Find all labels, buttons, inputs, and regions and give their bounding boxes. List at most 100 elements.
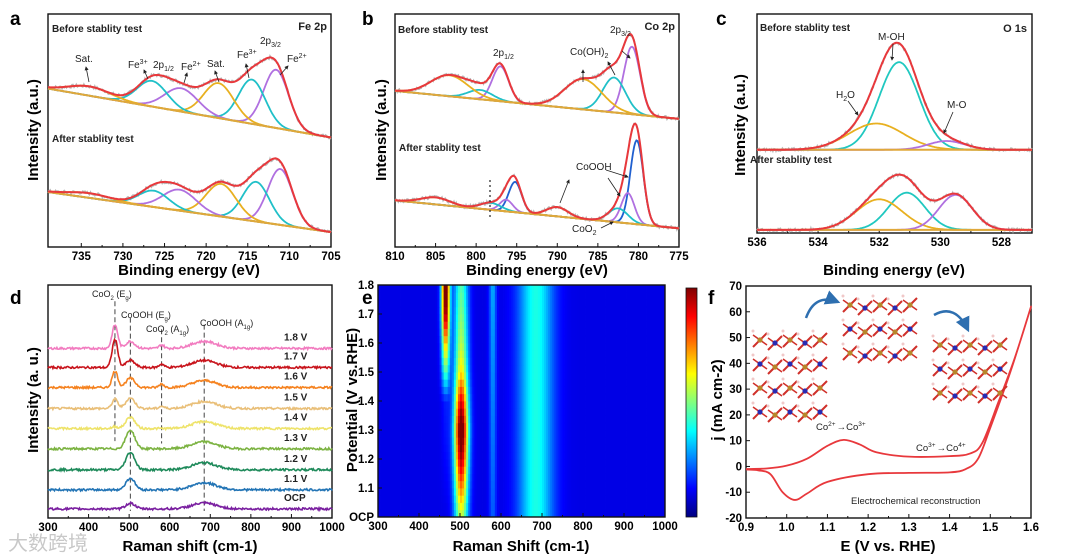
heatmap-cell xyxy=(552,466,555,474)
heatmap-cell xyxy=(494,408,498,416)
peak-label-fe3: Fe3+ xyxy=(237,49,257,61)
heatmap-cell xyxy=(392,459,395,467)
heatmap-cell xyxy=(419,480,422,489)
heatmap-cell xyxy=(558,451,561,460)
heatmap-cell xyxy=(644,466,647,474)
heatmap-cell xyxy=(554,430,557,438)
heatmap-cell xyxy=(621,444,625,453)
heatmap-cell xyxy=(388,292,391,300)
heatmap-cell xyxy=(585,466,588,474)
heatmap-cell xyxy=(414,393,418,402)
heatmap-cell xyxy=(398,364,401,373)
heatmap-cell xyxy=(443,466,447,474)
heatmap-cell xyxy=(433,364,436,373)
heatmap-cell xyxy=(558,401,561,409)
heatmap-cell xyxy=(476,459,479,467)
heatmap-cell xyxy=(624,372,627,380)
heatmap-cell xyxy=(603,285,606,293)
heatmap-cell xyxy=(457,372,461,380)
heatmap-cell xyxy=(624,451,627,460)
heatmap-cell xyxy=(517,495,520,503)
heatmap-cell xyxy=(451,415,455,424)
heatmap-cell xyxy=(646,495,649,503)
heatmap-cell xyxy=(583,401,586,409)
atom xyxy=(961,334,965,338)
heatmap-cell xyxy=(404,408,408,416)
heatmap-cell xyxy=(425,502,428,511)
heatmap-cell xyxy=(482,379,485,387)
heatmap-cell xyxy=(570,502,574,511)
heatmap-cell xyxy=(400,343,403,351)
heatmap-cell xyxy=(517,343,520,351)
heatmap-cell xyxy=(626,321,629,329)
heatmap-cell xyxy=(511,299,514,308)
heatmap-cell xyxy=(564,422,567,431)
heatmap-cell xyxy=(398,408,401,416)
heatmap-cell xyxy=(527,357,531,366)
heatmap-cell xyxy=(515,451,518,460)
heatmap-cell xyxy=(630,335,633,344)
heatmap-cell xyxy=(652,386,656,395)
heatmap-cell xyxy=(617,364,621,373)
heatmap-cell xyxy=(431,314,434,322)
heatmap-cell xyxy=(390,393,393,402)
heatmap-cell xyxy=(449,343,453,351)
heatmap-cell xyxy=(548,343,551,351)
heatmap-cell xyxy=(380,430,383,438)
heatmap-cell xyxy=(531,386,535,395)
heatmap-cell xyxy=(382,480,385,489)
heatmap-cell xyxy=(654,502,658,511)
heatmap-cell xyxy=(447,466,451,474)
heatmap-cell xyxy=(587,386,590,395)
heatmap-cell xyxy=(431,444,434,453)
heatmap-cell xyxy=(474,415,477,424)
heatmap-cell xyxy=(435,422,438,431)
heatmap-cell xyxy=(507,444,510,453)
heatmap-cell xyxy=(378,357,381,366)
heatmap-cell xyxy=(501,466,504,474)
heatmap-cell xyxy=(662,335,666,344)
spectrum-label: 1.8 V xyxy=(284,332,308,343)
heatmap-cell xyxy=(490,285,494,293)
heatmap-cell xyxy=(552,357,555,366)
heatmap-cell xyxy=(531,321,535,329)
heatmap-cell xyxy=(537,364,541,373)
heatmap-cell xyxy=(380,299,383,308)
heatmap-cell xyxy=(457,401,461,409)
heatmap-cell xyxy=(548,314,551,322)
heatmap-cell xyxy=(468,386,471,395)
heatmap-cell xyxy=(494,444,498,453)
heatmap-cell xyxy=(396,386,399,395)
heatmap-cell xyxy=(416,328,420,337)
heatmap-cell xyxy=(642,451,645,460)
heatmap-cell xyxy=(603,401,606,409)
heatmap-cell xyxy=(378,466,381,474)
heatmap-cell xyxy=(587,502,590,511)
heatmap-cell xyxy=(613,379,617,387)
heatmap-cell xyxy=(535,379,539,387)
heatmap-cell xyxy=(449,335,453,344)
heatmap-cell xyxy=(585,495,588,503)
heatmap-cell xyxy=(527,335,531,344)
heatmap-cell xyxy=(380,292,383,300)
heatmap-cell xyxy=(402,459,406,467)
heatmap-cell xyxy=(425,299,428,308)
heatmap-cell xyxy=(537,408,541,416)
heatmap-cell xyxy=(482,285,485,293)
heatmap-cell xyxy=(660,459,664,467)
heatmap-cell xyxy=(613,459,617,467)
heatmap-cell xyxy=(390,408,393,416)
heatmap-cell xyxy=(580,357,584,366)
heatmap-cell xyxy=(437,422,440,431)
spectrum-label: 1.4 V xyxy=(284,413,308,424)
heatmap-cell xyxy=(570,422,574,431)
heatmap-cell xyxy=(533,422,537,431)
heatmap-cell xyxy=(419,292,422,300)
heatmap-cell xyxy=(410,473,414,482)
heatmap-cell xyxy=(595,473,598,482)
heatmap-cell xyxy=(597,466,600,474)
heatmap-cell xyxy=(660,466,664,474)
heatmap-cell xyxy=(583,415,586,424)
heatmap-cell xyxy=(533,335,537,344)
heatmap-cell xyxy=(576,314,580,322)
